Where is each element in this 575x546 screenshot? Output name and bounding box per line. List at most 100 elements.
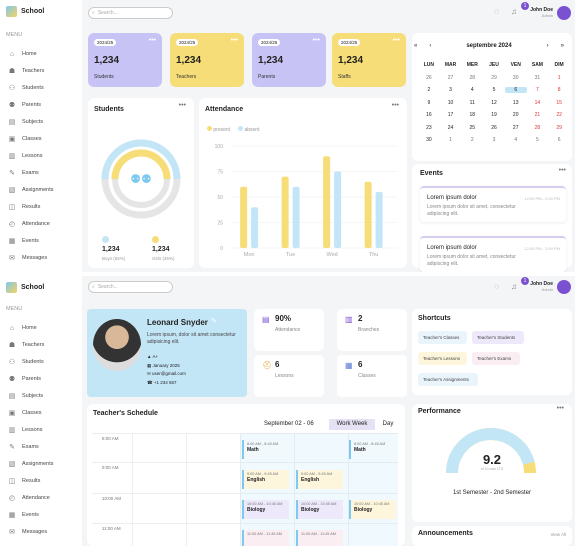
schedule-event[interactable]: 9:00 AM - 9:45 AM English xyxy=(296,470,343,489)
view-all-link[interactable]: View All xyxy=(550,532,566,537)
calendar-day[interactable]: 12 xyxy=(491,99,497,106)
sidebar-item-assignments[interactable]: ▧ Assignments xyxy=(8,186,54,194)
calendar-day[interactable]: 19 xyxy=(491,112,497,118)
calendar-day[interactable]: 22 xyxy=(556,112,562,118)
calendar-day[interactable]: 30 xyxy=(512,74,519,81)
schedule-event[interactable]: 10:00 AM - 10:45 AM Biology xyxy=(349,500,396,519)
search-box[interactable]: ⌕ Search... xyxy=(88,7,173,19)
message-icon[interactable]: ◌ xyxy=(494,282,499,291)
user-info[interactable]: John Doe Admin xyxy=(530,7,553,18)
calendar-day[interactable]: 30 xyxy=(426,137,432,143)
calendar-day[interactable]: 14 xyxy=(534,99,541,106)
calendar-day[interactable]: 15 xyxy=(556,99,562,106)
calendar-day[interactable]: 5 xyxy=(492,87,496,93)
schedule-event[interactable]: 8:00 AM - 8:45 AM Math xyxy=(242,440,289,459)
logo[interactable]: School xyxy=(6,282,44,293)
sidebar-item-messages[interactable]: ✉ Messages xyxy=(8,528,47,536)
calendar-day[interactable]: 27 xyxy=(447,74,454,81)
prev-year-button[interactable]: « xyxy=(414,43,418,49)
sidebar-item-results[interactable]: ◫ Results xyxy=(8,477,41,485)
sidebar-item-home[interactable]: ⌂ Home xyxy=(8,324,37,332)
calendar-day[interactable]: 17 xyxy=(447,112,454,118)
search-input[interactable]: Search... xyxy=(97,284,118,290)
calendar-day[interactable]: 1 xyxy=(557,74,561,81)
work-week-button[interactable]: Work Week xyxy=(329,419,375,430)
sidebar-item-exams[interactable]: ✎ Exams xyxy=(8,169,39,177)
prev-month-button[interactable]: ‹ xyxy=(429,43,432,49)
search-box[interactable]: ⌕ Search... xyxy=(88,281,173,293)
sidebar-item-messages[interactable]: ✉ Messages xyxy=(8,254,47,262)
next-month-button[interactable]: › xyxy=(546,43,549,49)
sidebar-item-home[interactable]: ⌂ Home xyxy=(8,50,37,58)
calendar-day[interactable]: 4 xyxy=(514,137,518,143)
calendar-day[interactable]: 23 xyxy=(426,124,432,131)
sidebar-item-events[interactable]: ▦ Events xyxy=(8,511,39,519)
more-icon[interactable]: ••• xyxy=(392,37,400,44)
calendar-day[interactable]: 28 xyxy=(469,74,476,81)
calendar-day[interactable]: 10 xyxy=(447,99,454,106)
sidebar-item-teachers[interactable]: ☗ Teachers xyxy=(8,341,44,349)
sidebar-item-students[interactable]: ⚇ Students xyxy=(8,84,44,92)
shortcut-chip[interactable]: Teacher's Lessons xyxy=(418,352,467,365)
calendar-day[interactable]: 3 xyxy=(492,137,496,143)
event-item[interactable]: Lorem ipsum dolor 12:00 PM - 2:00 PM Lorem… xyxy=(420,186,566,222)
calendar-day[interactable]: 9 xyxy=(427,99,431,106)
calendar-day[interactable]: 20 xyxy=(512,112,519,118)
message-icon[interactable]: ◌ xyxy=(494,7,499,16)
calendar-day[interactable]: 6 xyxy=(504,87,527,93)
calendar-day[interactable]: 13 xyxy=(512,99,519,106)
calendar-day[interactable]: 16 xyxy=(426,112,432,118)
calendar-day[interactable]: 27 xyxy=(512,124,519,131)
sidebar-item-results[interactable]: ◫ Results xyxy=(8,203,41,211)
calendar-day[interactable]: 26 xyxy=(426,74,432,81)
calendar-day[interactable]: 24 xyxy=(447,124,454,131)
more-icon[interactable]: ••• xyxy=(391,102,399,109)
more-icon[interactable]: ••• xyxy=(148,37,156,44)
sidebar-item-events[interactable]: ▦ Events xyxy=(8,237,39,245)
search-input[interactable]: Search... xyxy=(97,10,118,16)
shortcut-chip[interactable]: Teacher's Assignments xyxy=(418,373,478,386)
calendar-day[interactable]: 4 xyxy=(470,87,474,93)
calendar-day[interactable]: 31 xyxy=(534,74,541,81)
calendar-day[interactable]: 28 xyxy=(534,124,541,131)
calendar-day[interactable]: 18 xyxy=(469,112,476,118)
avatar[interactable] xyxy=(557,6,571,20)
calendar-day[interactable]: 3 xyxy=(449,87,452,93)
sidebar-item-subjects[interactable]: ▤ Subjects xyxy=(8,392,43,400)
schedule-event[interactable]: 11:00 AM - 11:45 AM xyxy=(242,530,289,546)
sidebar-item-parents[interactable]: ⚉ Parents xyxy=(8,375,41,383)
sidebar-item-lessons[interactable]: ▥ Lessons xyxy=(8,152,43,160)
sidebar-item-classes[interactable]: ▣ Classes xyxy=(8,135,42,143)
notification-icon[interactable]: ♫ xyxy=(511,7,517,16)
avatar[interactable] xyxy=(557,280,571,294)
sidebar-item-subjects[interactable]: ▤ Subjects xyxy=(8,118,43,126)
calendar-day[interactable]: 11 xyxy=(469,99,475,106)
more-icon[interactable]: ••• xyxy=(230,37,238,44)
sidebar-item-assignments[interactable]: ▧ Assignments xyxy=(8,460,54,468)
calendar-day[interactable]: 21 xyxy=(534,112,541,118)
sidebar-item-attendance[interactable]: ◴ Attendance xyxy=(8,220,50,228)
day-button[interactable]: Day xyxy=(382,421,394,427)
calendar-day[interactable]: 5 xyxy=(536,137,539,143)
user-info[interactable]: John Doe Admin xyxy=(530,281,553,292)
schedule-event[interactable]: 10:00 AM - 10:45 AM Biology xyxy=(242,500,289,519)
sidebar-item-lessons[interactable]: ▥ Lessons xyxy=(8,426,43,434)
calendar-day[interactable]: 26 xyxy=(491,124,497,131)
shortcut-chip[interactable]: Teacher's Classes xyxy=(418,331,467,344)
more-icon[interactable]: ••• xyxy=(556,405,564,412)
calendar-day[interactable]: 29 xyxy=(491,74,497,81)
shortcut-chip[interactable]: Teacher's Students xyxy=(472,331,524,344)
more-icon[interactable]: ••• xyxy=(312,37,320,44)
sidebar-item-students[interactable]: ⚇ Students xyxy=(8,358,44,366)
sidebar-item-exams[interactable]: ✎ Exams xyxy=(8,443,39,451)
sidebar-item-classes[interactable]: ▣ Classes xyxy=(8,409,42,417)
schedule-event[interactable]: 10:00 AM - 10:45 AM Biology xyxy=(296,500,343,519)
calendar-day[interactable]: 7 xyxy=(536,87,539,93)
calendar-day[interactable]: 6 xyxy=(557,137,561,143)
calendar-day[interactable]: 2 xyxy=(470,137,474,143)
event-item[interactable]: Lorem ipsum dolor 12:00 PM - 2:00 PM Lorem… xyxy=(420,236,566,272)
more-icon[interactable]: ••• xyxy=(178,102,186,109)
next-year-button[interactable]: » xyxy=(560,43,564,49)
sidebar-item-parents[interactable]: ⚉ Parents xyxy=(8,101,41,109)
logo[interactable]: School xyxy=(6,6,44,17)
